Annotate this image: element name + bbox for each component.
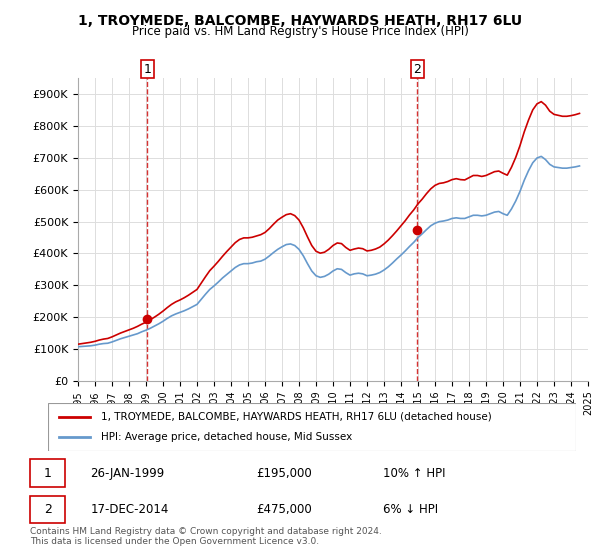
Text: 1: 1	[44, 466, 52, 479]
FancyBboxPatch shape	[48, 403, 576, 451]
Text: 6% ↓ HPI: 6% ↓ HPI	[383, 503, 438, 516]
Text: 2: 2	[413, 63, 421, 76]
Text: 10% ↑ HPI: 10% ↑ HPI	[383, 466, 445, 479]
FancyBboxPatch shape	[29, 459, 65, 487]
Text: £475,000: £475,000	[256, 503, 311, 516]
Text: 17-DEC-2014: 17-DEC-2014	[90, 503, 169, 516]
Text: 26-JAN-1999: 26-JAN-1999	[90, 466, 164, 479]
Text: 1: 1	[143, 63, 151, 76]
Text: £195,000: £195,000	[256, 466, 311, 479]
Text: Price paid vs. HM Land Registry's House Price Index (HPI): Price paid vs. HM Land Registry's House …	[131, 25, 469, 38]
FancyBboxPatch shape	[29, 496, 65, 523]
Text: 2: 2	[44, 503, 52, 516]
Text: 1, TROYMEDE, BALCOMBE, HAYWARDS HEATH, RH17 6LU: 1, TROYMEDE, BALCOMBE, HAYWARDS HEATH, R…	[78, 14, 522, 28]
Text: HPI: Average price, detached house, Mid Sussex: HPI: Average price, detached house, Mid …	[101, 432, 352, 442]
Text: 1, TROYMEDE, BALCOMBE, HAYWARDS HEATH, RH17 6LU (detached house): 1, TROYMEDE, BALCOMBE, HAYWARDS HEATH, R…	[101, 412, 491, 422]
Text: Contains HM Land Registry data © Crown copyright and database right 2024.
This d: Contains HM Land Registry data © Crown c…	[30, 526, 382, 546]
